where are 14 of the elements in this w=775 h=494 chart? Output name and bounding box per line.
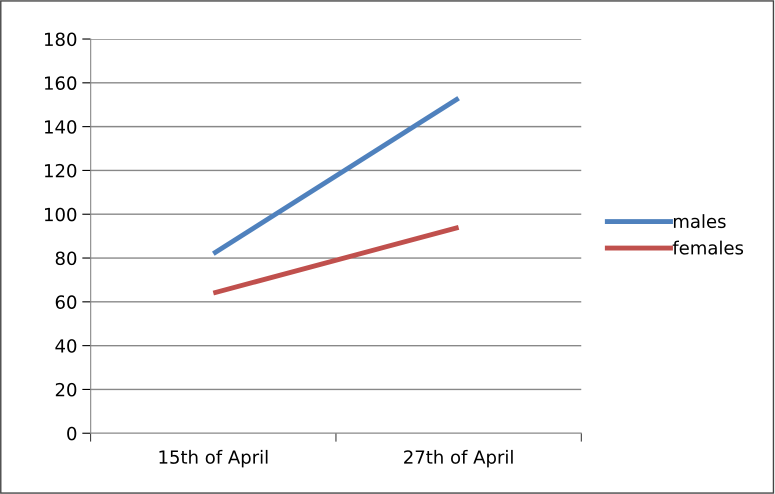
y-tick-label: 40 [55,339,76,353]
y-tick-label: 80 [56,251,76,266]
y-tick-label: 20 [56,382,76,397]
y-tick-label: 120 [45,164,76,178]
y-tick-label: 160 [45,76,76,90]
y-tick-label: 60 [56,295,76,309]
y-tick-label: 100 [45,208,76,222]
y-tick-label: 0 [67,426,76,440]
y-tick-label: 180 [45,32,76,46]
x-tick-label: 15th of April [159,450,268,468]
legend-label: females [672,240,744,255]
legend-label: males [674,214,726,228]
x-tick-label: 27th of April [404,450,513,468]
y-tick-label: 140 [45,120,76,134]
